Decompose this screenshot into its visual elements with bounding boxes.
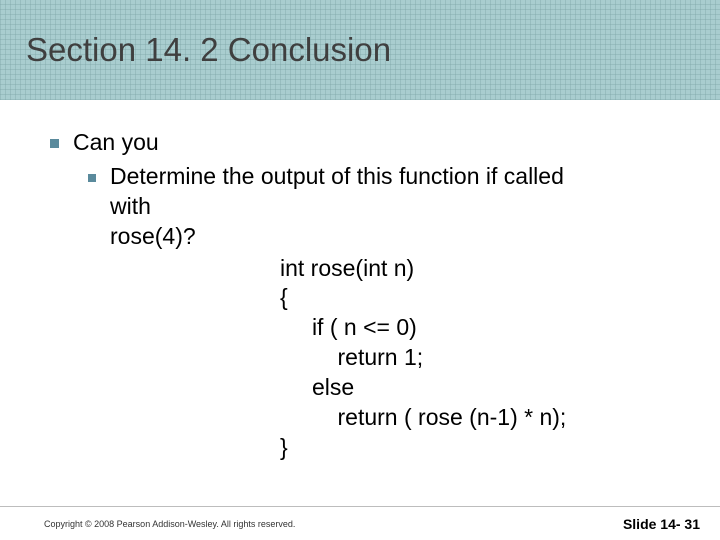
copyright-text: Copyright © 2008 Pearson Addison-Wesley.… — [44, 519, 295, 529]
code-line: if ( n <= 0) — [280, 313, 700, 343]
code-line: { — [280, 283, 700, 313]
square-bullet-icon — [88, 174, 96, 182]
code-line: else — [280, 373, 700, 403]
code-line: return ( rose (n-1) * n); — [280, 403, 700, 433]
code-line: int rose(int n) — [280, 254, 700, 284]
bullet-level2: Determine the output of this function if… — [88, 162, 700, 192]
level2-text-line2: with — [110, 192, 700, 222]
code-line: return 1; — [280, 343, 700, 373]
slide-title: Section 14. 2 Conclusion — [26, 31, 391, 69]
level1-text: Can you — [73, 129, 159, 155]
slide-number: Slide 14- 31 — [623, 516, 700, 532]
square-bullet-icon — [50, 139, 59, 148]
level2-text-line3: rose(4)? — [110, 222, 700, 252]
code-line: } — [280, 433, 700, 463]
code-block: int rose(int n) { if ( n <= 0) return 1;… — [280, 254, 700, 463]
bullet-level1: Can you — [50, 128, 700, 158]
slide-footer: Copyright © 2008 Pearson Addison-Wesley.… — [0, 506, 720, 540]
slide-header: Section 14. 2 Conclusion — [0, 0, 720, 100]
level2-text-line1: Determine the output of this function if… — [110, 163, 564, 189]
slide-body: Can you Determine the output of this fun… — [0, 100, 720, 463]
